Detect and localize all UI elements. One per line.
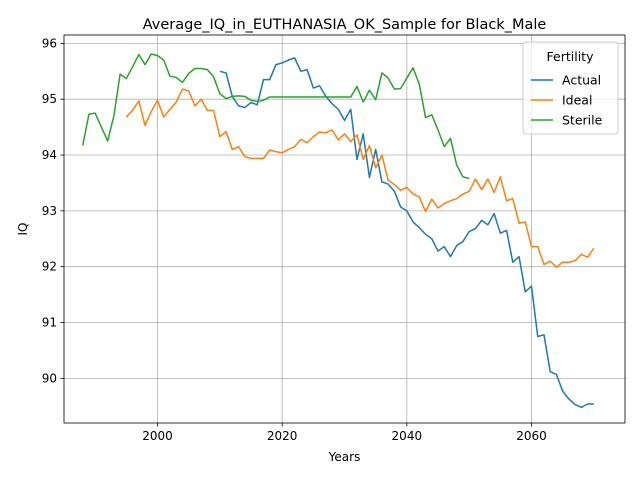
chart-title: Average_IQ_in_EUTHANASIA_OK_Sample for B… — [143, 17, 547, 33]
y-tick-label: 92 — [42, 260, 57, 274]
x-tick-label: 2060 — [516, 429, 547, 443]
x-axis: 2000 2020 2040 2060 — [142, 423, 547, 443]
x-tick-label: 2000 — [142, 429, 173, 443]
plot-frame — [63, 34, 626, 424]
series-line-actual — [219, 57, 594, 409]
series-line-sterile — [81, 53, 470, 180]
legend: Fertility Actual Ideal Sterile — [522, 41, 619, 135]
series-lines — [81, 53, 595, 409]
y-tick-label: 91 — [42, 316, 57, 330]
legend-label-sterile: Sterile — [562, 113, 603, 128]
y-tick-label: 93 — [42, 204, 57, 218]
y-axis-label: IQ — [16, 223, 30, 236]
legend-label-actual: Actual — [562, 73, 601, 88]
legend-label-ideal: Ideal — [562, 93, 592, 108]
y-tick-label: 90 — [42, 371, 57, 385]
legend-title: Fertility — [547, 49, 595, 64]
y-axis: 90 91 92 93 94 95 96 — [42, 36, 64, 385]
y-tick-label: 94 — [42, 148, 57, 162]
y-tick-label: 96 — [42, 36, 57, 50]
x-tick-label: 2020 — [267, 429, 298, 443]
series-line-ideal — [125, 88, 595, 268]
x-axis-label: Years — [328, 450, 361, 464]
x-tick-label: 2040 — [392, 429, 423, 443]
y-tick-label: 95 — [42, 92, 57, 106]
legend-box — [522, 41, 619, 135]
